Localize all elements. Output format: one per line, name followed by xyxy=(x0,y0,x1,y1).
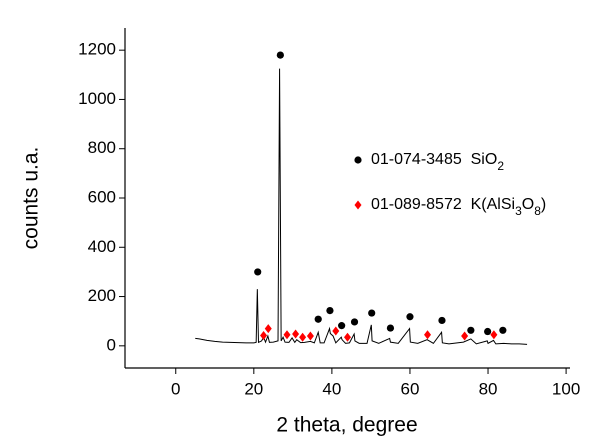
peak-marker xyxy=(332,326,340,336)
peak-marker xyxy=(484,327,492,336)
peak-marker xyxy=(467,326,475,334)
y-tick-label: 1000 xyxy=(78,89,116,108)
peak-marker xyxy=(406,313,414,321)
y-tick-label: 0 xyxy=(107,335,116,354)
y-tick-label: 400 xyxy=(88,237,116,256)
x-tick-label: 80 xyxy=(479,379,498,398)
peak-marker xyxy=(368,309,376,317)
peak-marker xyxy=(260,330,268,340)
peak-marker xyxy=(344,332,351,342)
peak-marker xyxy=(254,268,262,276)
legend-marker xyxy=(354,200,362,210)
legend-marker xyxy=(354,156,362,164)
peak-marker xyxy=(386,324,395,332)
peak-marker xyxy=(283,330,291,340)
peak-marker xyxy=(438,316,446,325)
x-tick-label: 60 xyxy=(400,379,419,398)
peak-marker xyxy=(326,306,334,315)
peak-marker xyxy=(499,326,507,334)
x-tick-label: 20 xyxy=(244,379,263,398)
peak-marker xyxy=(461,331,469,341)
peak-marker xyxy=(424,330,432,340)
peak-marker xyxy=(306,331,314,341)
y-tick-label: 600 xyxy=(88,187,116,206)
x-tick-label: 0 xyxy=(171,379,180,398)
x-axis-title: 2 theta, degree xyxy=(276,414,417,437)
x-tick-label: 40 xyxy=(322,379,341,398)
peak-marker xyxy=(314,315,322,323)
x-tick-label: 100 xyxy=(552,379,580,398)
legend-text: 01-089-8572 K(AlSi3O8) xyxy=(371,196,546,218)
peak-marker xyxy=(292,329,300,339)
peak-marker xyxy=(299,332,307,342)
legend-text: 01-074-3485 SiO2 xyxy=(371,151,504,173)
peak-marker xyxy=(264,324,272,334)
y-axis-title: counts u.a. xyxy=(20,147,43,250)
peak-marker xyxy=(276,51,284,59)
y-tick-label: 1200 xyxy=(78,40,116,59)
peak-marker xyxy=(350,318,359,326)
peak-marker xyxy=(338,322,346,330)
y-tick-label: 800 xyxy=(88,138,116,157)
peak-marker xyxy=(490,330,498,340)
y-tick-label: 200 xyxy=(88,286,116,305)
xrd-pattern xyxy=(195,68,528,345)
